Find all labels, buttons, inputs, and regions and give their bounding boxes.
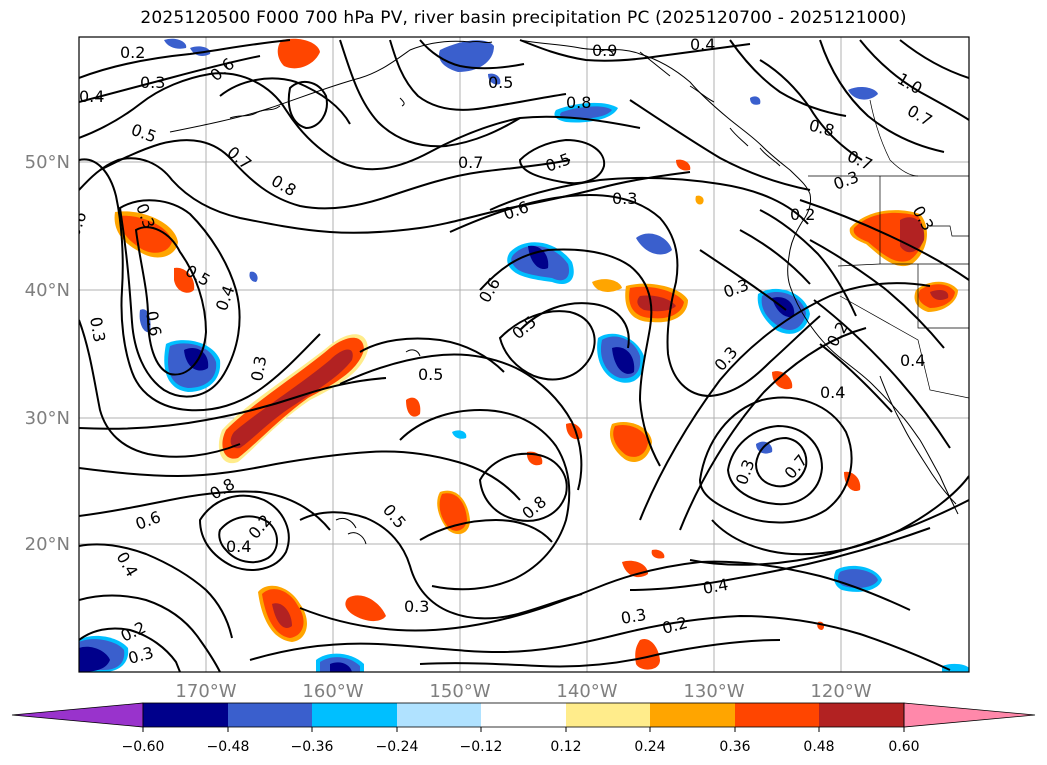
colorbar-tick-label: 0.36 — [719, 739, 750, 755]
lon-label-120w: 120°W — [810, 681, 871, 702]
lon-label-130w: 130°W — [683, 681, 744, 702]
contour-label: 0.6 — [142, 309, 165, 337]
colorbar-tick-label: 0.12 — [550, 739, 581, 755]
colorbar-extend-high — [903, 702, 1036, 728]
contour-label: 0.3 — [612, 189, 637, 208]
contour-label: 0.7 — [458, 153, 483, 172]
colorbar-bin — [228, 703, 312, 727]
colorbar-tick-label: 0.48 — [803, 739, 834, 755]
colorbar-bin — [735, 703, 819, 727]
lat-label-20n: 20°N — [25, 534, 70, 555]
lon-label-150w: 150°W — [429, 681, 490, 702]
coastlines — [169, 39, 959, 515]
contour-label: 0.4 — [79, 87, 104, 106]
colorbar-bin — [481, 703, 566, 727]
contour-label: 0.6 — [64, 209, 91, 239]
contour-label: 0.4 — [900, 351, 925, 370]
colorbar-tick-label: 0.60 — [888, 739, 919, 755]
pv-contours — [79, 39, 969, 672]
latitude-labels: 50°N 40°N 30°N 20°N — [25, 152, 70, 555]
contour-label: 0.9 — [592, 41, 617, 60]
contour-label: 0.3 — [140, 73, 165, 92]
contour-label: 0.2 — [120, 43, 145, 62]
colorbar-tick-label: −0.48 — [207, 739, 250, 755]
colorbar-bin — [143, 703, 228, 727]
colorbar-extend-low — [11, 702, 144, 728]
longitude-labels: 170°W 160°W 150°W 140°W 130°W 120°W — [175, 681, 871, 702]
lat-label-30n: 30°N — [25, 408, 70, 429]
colorbar-bin — [312, 703, 397, 727]
contour-label: 0.2 — [790, 205, 815, 224]
contour-label: 0.8 — [566, 93, 591, 112]
contour-label: 0.4 — [226, 537, 251, 556]
lon-label-140w: 140°W — [556, 681, 617, 702]
colorbar-tick-label: −0.60 — [122, 739, 165, 755]
colorbar-bin — [566, 703, 650, 727]
contour-label: 0.4 — [820, 383, 845, 402]
contour-label: 0.3 — [404, 597, 429, 616]
lon-label-160w: 160°W — [302, 681, 363, 702]
colorbar-bin — [650, 703, 735, 727]
political-borders — [808, 99, 969, 399]
colorbar-bin — [397, 703, 481, 727]
colorbar-tick-label: −0.12 — [460, 739, 503, 755]
map-panel — [79, 37, 969, 672]
colorbar: −0.60 −0.48 −0.36 −0.24 −0.12 0.12 0.24 … — [11, 702, 1036, 755]
map-title: 2025120500 F000 700 hPa PV, river basin … — [140, 8, 907, 28]
contour-label: 0.5 — [488, 73, 513, 92]
colorbar-bin — [819, 703, 904, 727]
lon-label-170w: 170°W — [175, 681, 236, 702]
contour-label: 0.4 — [690, 35, 715, 54]
contour-label: 0.3 — [247, 354, 270, 382]
pv-contour-fragments — [335, 49, 615, 545]
lat-label-50n: 50°N — [25, 152, 70, 173]
contour-label: 0.3 — [619, 605, 647, 628]
lat-label-40n: 40°N — [25, 280, 70, 301]
contour-label: 0.4 — [701, 575, 729, 598]
colorbar-tick-label: −0.24 — [376, 739, 419, 755]
map-border — [78, 36, 970, 673]
colorbar-tick-label: −0.36 — [291, 739, 334, 755]
contour-label: 0.5 — [418, 365, 443, 384]
precip-negative-anomalies — [79, 38, 969, 672]
colorbar-tick-label: 0.24 — [634, 739, 665, 755]
contour-label: 0.3 — [86, 315, 109, 343]
